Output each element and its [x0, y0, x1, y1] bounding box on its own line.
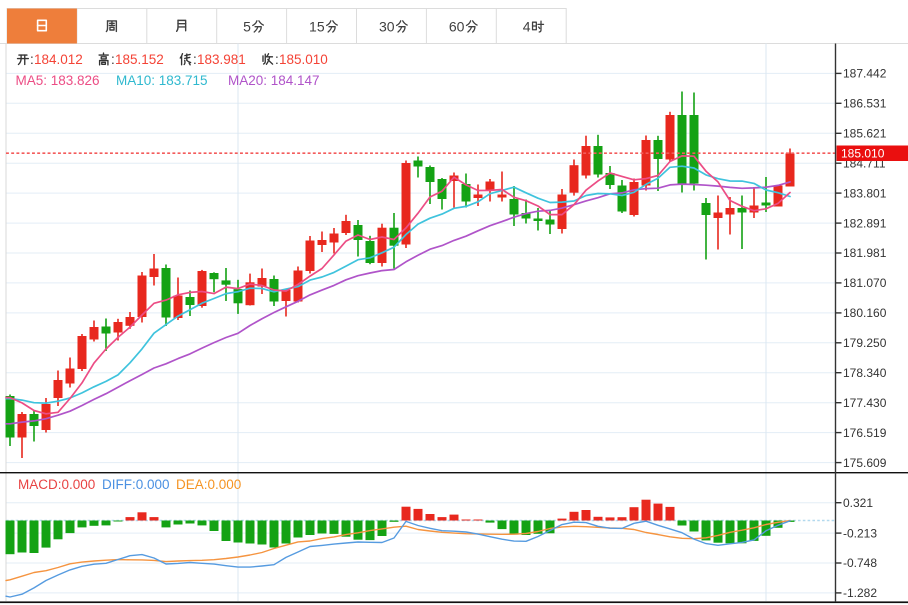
svg-text:178.340: 178.340 — [843, 366, 887, 380]
svg-text:-0.213: -0.213 — [843, 526, 877, 540]
svg-text:187.442: 187.442 — [843, 67, 887, 81]
svg-text::: : — [275, 52, 279, 67]
svg-text:184.012: 184.012 — [34, 52, 83, 67]
svg-text:-1.282: -1.282 — [843, 586, 877, 600]
svg-text:5: 5 — [243, 19, 251, 35]
svg-text:179.250: 179.250 — [843, 336, 887, 350]
svg-text:0.321: 0.321 — [843, 496, 873, 510]
svg-text:177.430: 177.430 — [843, 396, 887, 410]
svg-text:-0.748: -0.748 — [843, 556, 877, 570]
svg-text:183.801: 183.801 — [843, 186, 887, 200]
svg-text:175.609: 175.609 — [843, 456, 887, 470]
svg-text:181.070: 181.070 — [843, 276, 887, 290]
svg-text:180.160: 180.160 — [843, 306, 887, 320]
svg-text:MA5: 183.826: MA5: 183.826 — [16, 73, 100, 88]
svg-text:186.531: 186.531 — [843, 97, 887, 111]
svg-text:185.152: 185.152 — [115, 52, 164, 67]
svg-text:182.891: 182.891 — [843, 216, 887, 230]
svg-text:MA20: 184.147: MA20: 184.147 — [228, 73, 320, 88]
svg-text:185.010: 185.010 — [841, 147, 885, 161]
svg-text:MACD:0.000: MACD:0.000 — [18, 477, 95, 492]
svg-text::: : — [193, 52, 197, 67]
svg-text:15: 15 — [309, 19, 325, 35]
svg-text::: : — [111, 52, 115, 67]
svg-text:DIFF:0.000: DIFF:0.000 — [102, 477, 170, 492]
svg-text:181.981: 181.981 — [843, 246, 887, 260]
svg-text:185.010: 185.010 — [279, 52, 328, 67]
svg-text:4: 4 — [523, 19, 531, 35]
svg-text:185.621: 185.621 — [843, 127, 887, 141]
svg-text:176.519: 176.519 — [843, 426, 887, 440]
svg-text:DEA:0.000: DEA:0.000 — [176, 477, 241, 492]
svg-text::: : — [30, 52, 34, 67]
svg-text:183.981: 183.981 — [197, 52, 246, 67]
svg-text:MA10: 183.715: MA10: 183.715 — [116, 73, 208, 88]
svg-text:60: 60 — [449, 19, 465, 35]
svg-text:30: 30 — [379, 19, 395, 35]
